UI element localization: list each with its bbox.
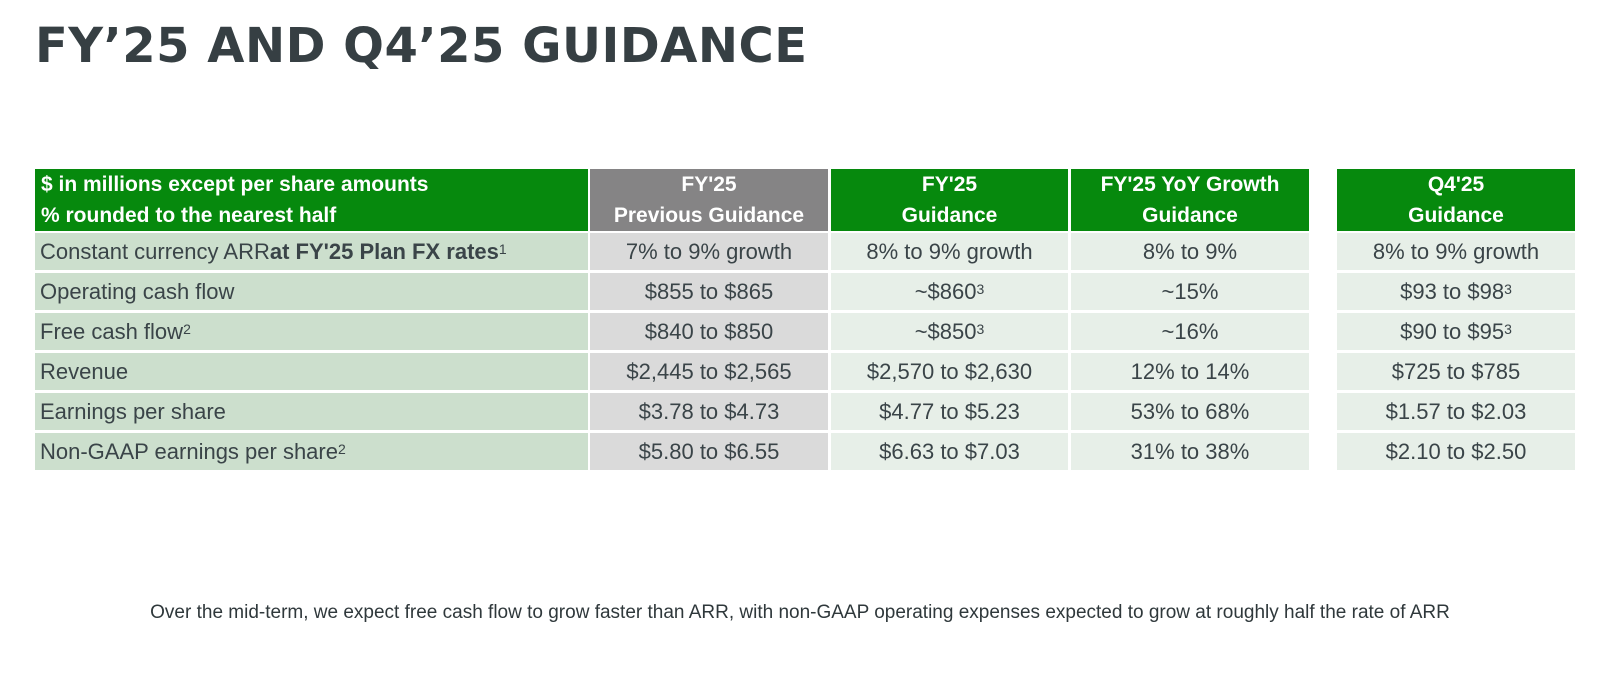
cell-q4-guidance: $725 to $785 bbox=[1337, 353, 1575, 390]
cell-fy-guidance: ~$860 3 bbox=[831, 273, 1068, 310]
footnote-marker: 1 bbox=[498, 240, 507, 257]
cell-q4-value: $725 to $785 bbox=[1391, 358, 1521, 384]
header-yoy-label: Guidance bbox=[1142, 204, 1238, 227]
footnote-marker: 2 bbox=[183, 320, 191, 337]
cell-previous-guidance: $855 to $865 bbox=[590, 273, 828, 310]
footnote-marker: 3 bbox=[976, 320, 985, 337]
row-label-constant-currency-arr: Constant currency ARR at FY'25 Plan FX r… bbox=[35, 233, 588, 270]
cell-previous-guidance: 7% to 9% growth bbox=[590, 233, 828, 270]
row-label-revenue: Revenue bbox=[35, 353, 588, 390]
header-units-note: $ in millions except per share amounts bbox=[41, 173, 429, 196]
row-label-non-gaap-eps: Non-GAAP earnings per share 2 bbox=[35, 433, 588, 470]
cell-q4-guidance: $90 to $95 3 bbox=[1337, 313, 1575, 350]
cell-fy-value: $4.77 to $5.23 bbox=[879, 398, 1020, 424]
row-label-text: Constant currency ARR bbox=[40, 238, 270, 264]
cell-q4-guidance: $2.10 to $2.50 bbox=[1337, 433, 1575, 470]
cell-yoy-growth: ~15% bbox=[1071, 273, 1309, 310]
header-yoy-title: FY'25 YoY Growth bbox=[1100, 173, 1280, 196]
row-label-text: Non-GAAP earnings per share bbox=[40, 438, 338, 464]
cell-q4-value: $90 to $95 bbox=[1400, 318, 1505, 344]
cell-q4-value: $1.57 to $2.03 bbox=[1385, 398, 1527, 424]
cell-previous-guidance: $5.80 to $6.55 bbox=[590, 433, 828, 470]
header-yoy-growth: FY'25 YoY Growth Guidance bbox=[1071, 169, 1309, 231]
cell-q4-guidance: $1.57 to $2.03 bbox=[1337, 393, 1575, 430]
cell-q4-value: $2.10 to $2.50 bbox=[1385, 438, 1527, 464]
cell-fy-value: $2,570 to $2,630 bbox=[866, 358, 1033, 384]
cell-fy-guidance: 8% to 9% growth bbox=[831, 233, 1068, 270]
cell-fy-value: ~$860 bbox=[914, 278, 977, 304]
row-label-text: Earnings per share bbox=[40, 398, 226, 424]
row-label-bold-text: at FY'25 Plan FX rates bbox=[269, 238, 499, 264]
cell-fy-value: ~$850 bbox=[914, 318, 977, 344]
cell-yoy-growth: 53% to 68% bbox=[1071, 393, 1309, 430]
cell-yoy-growth: ~16% bbox=[1071, 313, 1309, 350]
row-label-text: Operating cash flow bbox=[40, 278, 235, 304]
row-label-text: Free cash flow bbox=[40, 318, 184, 344]
footnote-marker: 3 bbox=[1504, 320, 1512, 337]
cell-fy-guidance: $4.77 to $5.23 bbox=[831, 393, 1068, 430]
cell-fy-guidance: ~$850 3 bbox=[831, 313, 1068, 350]
cell-yoy-growth: 12% to 14% bbox=[1071, 353, 1309, 390]
cell-yoy-growth: 31% to 38% bbox=[1071, 433, 1309, 470]
cell-fy-value: 8% to 9% growth bbox=[866, 238, 1033, 264]
footnote-marker: 3 bbox=[1504, 280, 1512, 297]
footnote-marker: 2 bbox=[337, 440, 346, 457]
cell-previous-guidance: $2,445 to $2,565 bbox=[590, 353, 828, 390]
cell-fy-guidance: $2,570 to $2,630 bbox=[831, 353, 1068, 390]
header-fy-label: Guidance bbox=[901, 204, 998, 227]
header-previous-label: Previous Guidance bbox=[613, 204, 805, 227]
cell-q4-guidance: $93 to $98 3 bbox=[1337, 273, 1575, 310]
row-label-free-cash-flow: Free cash flow 2 bbox=[35, 313, 588, 350]
header-previous-guidance: FY'25 Previous Guidance bbox=[590, 169, 828, 231]
cell-q4-value: $93 to $98 bbox=[1400, 278, 1505, 304]
cell-q4-value: 8% to 9% growth bbox=[1372, 238, 1540, 264]
footer-note: Over the mid-term, we expect free cash f… bbox=[150, 602, 1450, 623]
header-fy-guidance: FY'25 Guidance bbox=[831, 169, 1068, 231]
footnote-marker: 3 bbox=[976, 280, 985, 297]
cell-fy-guidance: $6.63 to $7.03 bbox=[831, 433, 1068, 470]
header-fy-year: FY'25 bbox=[921, 173, 978, 196]
header-q4-guidance: Q4'25 Guidance bbox=[1337, 169, 1575, 231]
header-rounding-note: % rounded to the nearest half bbox=[41, 204, 337, 227]
page-title: FY’25 AND Q4’25 GUIDANCE bbox=[35, 18, 808, 74]
row-label-earnings-per-share: Earnings per share bbox=[35, 393, 588, 430]
cell-yoy-growth: 8% to 9% bbox=[1071, 233, 1309, 270]
header-previous-year: FY'25 bbox=[681, 173, 737, 196]
header-label-cell: $ in millions except per share amounts %… bbox=[35, 169, 588, 231]
cell-previous-guidance: $840 to $850 bbox=[590, 313, 828, 350]
cell-previous-guidance: $3.78 to $4.73 bbox=[590, 393, 828, 430]
cell-q4-guidance: 8% to 9% growth bbox=[1337, 233, 1575, 270]
row-label-text: Revenue bbox=[40, 358, 129, 384]
header-q4-quarter: Q4'25 bbox=[1427, 173, 1485, 196]
row-label-operating-cash-flow: Operating cash flow bbox=[35, 273, 588, 310]
header-q4-label: Guidance bbox=[1408, 204, 1504, 227]
cell-fy-value: $6.63 to $7.03 bbox=[879, 438, 1020, 464]
